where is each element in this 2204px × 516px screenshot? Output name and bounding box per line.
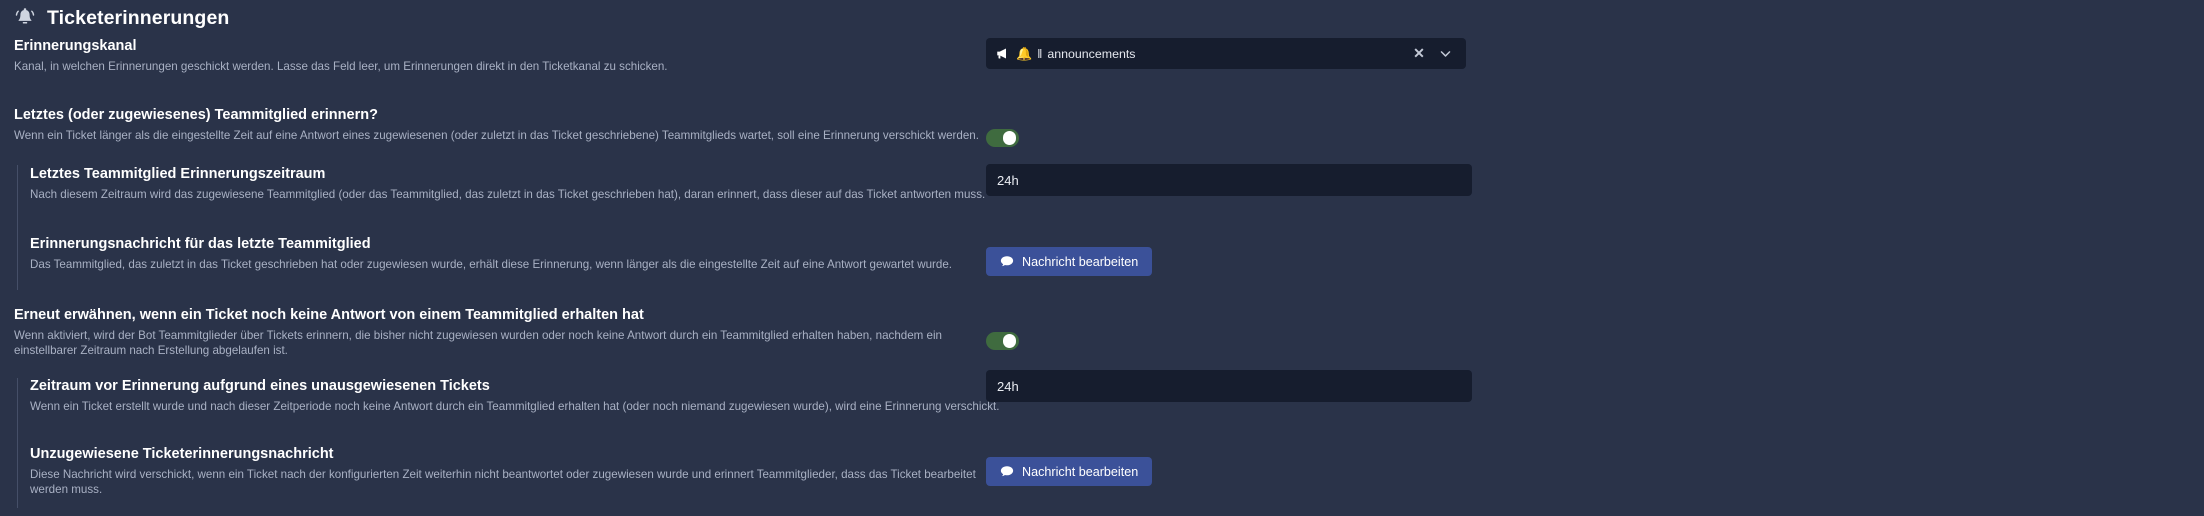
control-slot: Nachricht bearbeiten — [986, 247, 1153, 276]
unassigned-interval-input[interactable] — [986, 370, 1472, 402]
indent-guide-1 — [17, 165, 18, 290]
speech-bubble-icon — [1000, 255, 1014, 268]
toggle-knob — [1002, 334, 1017, 348]
control-slot — [986, 164, 1472, 196]
toggle-rementionn-unanswered[interactable] — [986, 332, 1019, 350]
setting-description: Wenn ein Ticket erstellt wurde und nach … — [30, 400, 1000, 413]
control-slot — [986, 370, 1472, 402]
setting-text-block: Unzugewiesene Ticketerinnerungsnachricht… — [30, 446, 1000, 497]
bell-icon — [14, 7, 36, 29]
control-slot — [986, 129, 1019, 147]
setting-description: Kanal, in welchen Erinnerungen geschickt… — [14, 60, 668, 73]
setting-title: Letztes Teammitglied Erinnerungszeitraum — [30, 166, 326, 182]
setting-title: Erinnerungskanal — [14, 38, 137, 54]
chevron-down-icon[interactable] — [1432, 38, 1458, 69]
page-title: Ticketerinnerungen — [47, 6, 230, 29]
panel-header: Ticketerinnerungen — [0, 0, 2204, 36]
edit-message-button-last-staff[interactable]: Nachricht bearbeiten — [986, 247, 1153, 276]
toggle-remind-last-staff[interactable] — [986, 129, 1019, 147]
clear-selection-icon[interactable]: ✕ — [1413, 45, 1425, 61]
setting-description: Wenn ein Ticket länger als die eingestel… — [14, 129, 979, 142]
channel-prefix: ‖ — [1037, 46, 1043, 61]
control-slot: Nachricht bearbeiten — [986, 457, 1153, 486]
control-slot: 🔔 ‖ announcements ✕ — [986, 38, 1466, 69]
edit-message-button-label: Nachricht bearbeiten — [1022, 464, 1139, 479]
last-staff-interval-input[interactable] — [986, 164, 1472, 196]
setting-text-block: Erneut erwähnen, wenn ein Ticket noch ke… — [14, 307, 984, 358]
edit-message-button-unassigned[interactable]: Nachricht bearbeiten — [986, 457, 1153, 486]
edit-message-button-label: Nachricht bearbeiten — [1022, 254, 1139, 269]
setting-description: Wenn aktiviert, wird der Bot Teammitglie… — [14, 329, 943, 357]
indent-guide-2 — [17, 378, 18, 508]
speech-bubble-icon — [1000, 465, 1014, 478]
setting-text-block: Zeitraum vor Erinnerung aufgrund eines u… — [30, 378, 1000, 415]
channel-select-value: 🔔 ‖ announcements — [996, 47, 1406, 61]
megaphone-icon — [996, 47, 1011, 60]
toggle-knob — [1002, 131, 1017, 145]
setting-description: Diese Nachricht wird verschickt, wenn ei… — [30, 468, 976, 496]
setting-text-block: Letztes (oder zugewiesenes) Teammitglied… — [14, 107, 984, 144]
channel-name: announcements — [1047, 46, 1136, 61]
channel-select[interactable]: 🔔 ‖ announcements ✕ — [986, 38, 1466, 69]
setting-description: Das Teammitglied, das zuletzt in das Tic… — [30, 258, 953, 271]
setting-title: Zeitraum vor Erinnerung aufgrund eines u… — [30, 378, 490, 394]
setting-title: Erneut erwähnen, wenn ein Ticket noch ke… — [14, 307, 644, 323]
setting-text-block: Erinnerungsnachricht für das letzte Team… — [30, 236, 1000, 273]
control-slot — [986, 332, 1019, 350]
setting-title: Letztes (oder zugewiesenes) Teammitglied… — [14, 107, 378, 123]
setting-text-block: Erinnerungskanal Kanal, in welchen Erinn… — [14, 38, 984, 75]
setting-description: Nach diesem Zeitraum wird das zugewiesen… — [30, 188, 986, 201]
setting-title: Unzugewiesene Ticketerinnerungsnachricht — [30, 446, 334, 462]
bell-emoji: 🔔 — [1016, 46, 1033, 61]
setting-text-block: Letztes Teammitglied Erinnerungszeitraum… — [30, 166, 1000, 203]
setting-title: Erinnerungsnachricht für das letzte Team… — [30, 236, 371, 252]
